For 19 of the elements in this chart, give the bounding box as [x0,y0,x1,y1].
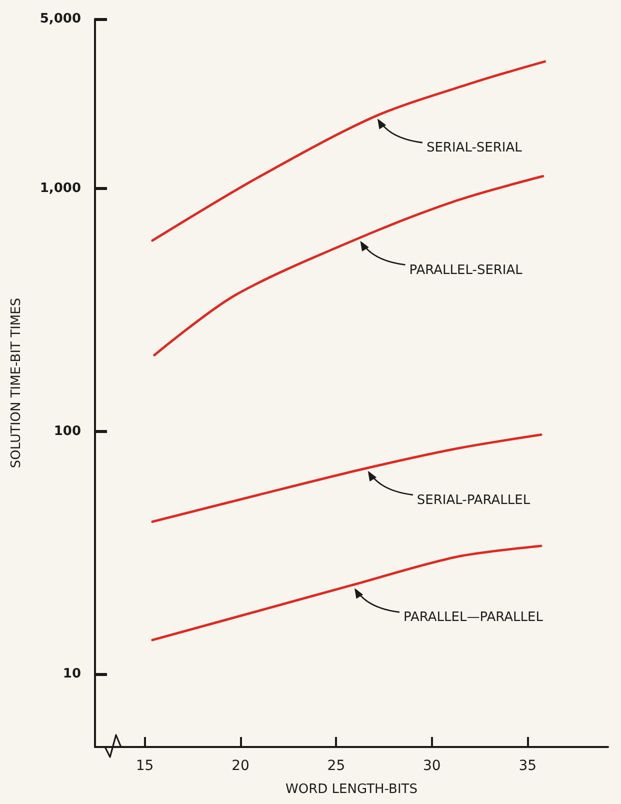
y-tick-label: 1,000 [40,181,81,196]
annotation: PARALLEL-SERIAL [409,262,524,278]
annotation: SERIAL-PARALLEL [416,492,531,508]
annotation: PARALLEL—PARALLEL [404,610,544,626]
line-series [151,434,542,523]
x-tick-label: 20 [232,758,250,774]
y-axis-title: SOLUTION TIME-BIT TIMES [9,298,24,468]
line-series [151,60,546,242]
y-tick-label: 100 [54,424,81,439]
x-tick-label: 15 [136,758,154,774]
x-tick-label: 25 [327,758,346,774]
y-tick-label: 5,000 [40,12,81,26]
line-series [151,544,542,642]
x-tick-label: 35 [518,758,537,774]
line-series [153,175,544,356]
x-tick-label: 30 [422,758,441,774]
x-axis-title: WORD LENGTH-BITS [286,782,418,797]
y-tick-label: 10 [62,666,81,682]
annotation: SERIAL-SERIAL [426,140,523,156]
